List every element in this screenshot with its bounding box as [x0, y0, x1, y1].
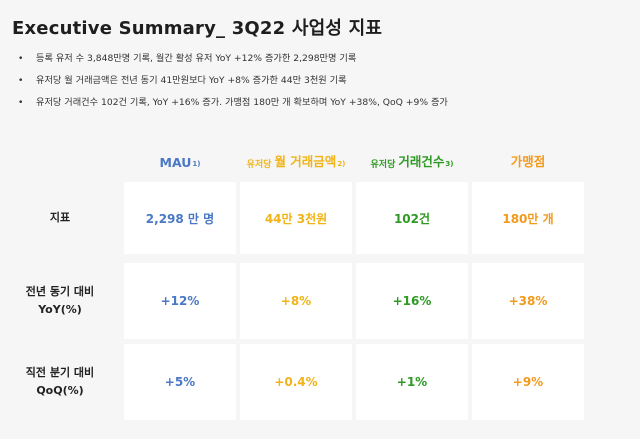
footnote-marker: 2): [337, 160, 346, 168]
table-cell: +9%: [472, 344, 584, 420]
column-header-prefix: 유저당: [246, 160, 272, 170]
page-title: Executive Summary_ 3Q22 사업성 지표: [12, 18, 383, 39]
table-cell: 180만 개: [472, 182, 584, 254]
footnote-marker: 3): [445, 160, 454, 168]
row-label-line: 직전 분기 대비: [25, 366, 95, 379]
row-label-line: QoQ(%): [36, 384, 84, 397]
summary-bullet-list: 등록 유저 수 3,848만명 기록, 월간 활성 유저 YoY +12% 증가…: [18, 52, 448, 118]
table-cell: +5%: [124, 344, 236, 420]
summary-bullet: 등록 유저 수 3,848만명 기록, 월간 활성 유저 YoY +12% 증가…: [18, 52, 448, 74]
column-header-mau: MAU 1): [120, 150, 240, 170]
row-label-qoq: 직전 분기 대비 QoQ(%): [0, 344, 120, 420]
table-cell: +0.4%: [240, 344, 352, 420]
column-header-label: 가맹점: [510, 154, 546, 169]
summary-bullet: 유저당 거래건수 102건 기록, YoY +16% 증가. 가맹점 180만 …: [18, 96, 448, 118]
row-label-metric: 지표: [0, 182, 120, 254]
footnote-marker: 1): [192, 160, 201, 168]
column-header-prefix: 유저당: [370, 160, 396, 170]
table-cell: +12%: [124, 263, 236, 339]
table-cell: +1%: [356, 344, 468, 420]
row-label-line: 지표: [49, 211, 71, 224]
table-cell: +38%: [472, 263, 584, 339]
column-header-label: MAU: [159, 155, 192, 170]
row-label-yoy: 전년 동기 대비 YoY(%): [0, 263, 120, 339]
table-cell: 2,298 만 명: [124, 182, 236, 254]
column-header-label: 거래건수: [398, 154, 445, 169]
table-cell: 44만 3천원: [240, 182, 352, 254]
column-header-merchants: 가맹점: [468, 150, 588, 170]
table-cell: +16%: [356, 263, 468, 339]
column-header-transaction-count: 유저당 거래건수 3): [352, 150, 472, 170]
column-header-transaction-amount: 유저당 월 거래금액 2): [236, 150, 356, 170]
row-label-line: YoY(%): [38, 303, 82, 316]
column-header-label: 월 거래금액: [274, 154, 337, 169]
table-cell: 102건: [356, 182, 468, 254]
row-label-line: 전년 동기 대비: [25, 285, 95, 298]
summary-bullet: 유저당 월 거래금액은 전년 동기 41만원보다 YoY +8% 증가한 44만…: [18, 74, 448, 96]
table-cell: +8%: [240, 263, 352, 339]
